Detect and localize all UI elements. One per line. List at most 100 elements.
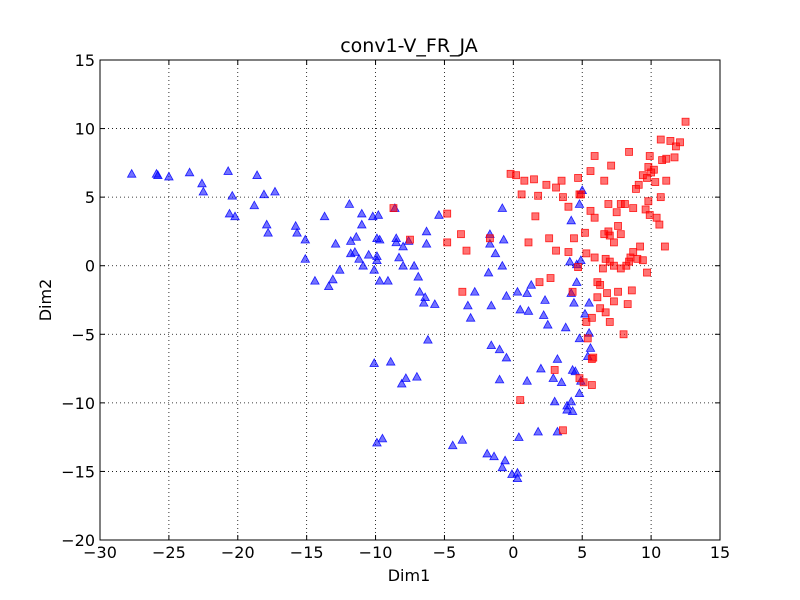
- triangle-point: [490, 248, 501, 258]
- square-point: [655, 220, 664, 229]
- triangle-point: [323, 281, 334, 291]
- triangle-point: [562, 404, 572, 414]
- square-point: [587, 313, 596, 322]
- square-point: [629, 248, 638, 256]
- triangle-point: [497, 260, 508, 270]
- triangle-point: [184, 167, 195, 177]
- square-point: [570, 234, 578, 243]
- square-point: [656, 193, 665, 202]
- square-point: [575, 190, 584, 199]
- square-point: [627, 286, 636, 295]
- square-point: [676, 138, 684, 147]
- square-point: [443, 209, 452, 218]
- triangle-point: [363, 249, 374, 259]
- triangle-point: [327, 274, 338, 284]
- triangle-point: [567, 406, 578, 415]
- triangle-point: [485, 238, 495, 248]
- square-point: [625, 147, 633, 156]
- triangle-point: [526, 279, 537, 289]
- triangle-point: [522, 375, 532, 385]
- square-point: [583, 334, 592, 343]
- x-tick-label: −5: [433, 543, 457, 562]
- square-point: [636, 242, 644, 251]
- triangle-point: [377, 433, 388, 443]
- triangle-point: [358, 260, 369, 270]
- triangle-point: [413, 271, 424, 281]
- triangle-point: [552, 353, 563, 363]
- triangle-point: [512, 473, 523, 483]
- triangle-point: [354, 253, 364, 263]
- square-point: [598, 264, 607, 273]
- square-point: [670, 153, 679, 162]
- grid-lines: [99, 59, 721, 541]
- square-point: [524, 238, 533, 247]
- y-tick-label: 0: [85, 257, 95, 276]
- square-point: [610, 297, 618, 306]
- triangle-point: [409, 260, 420, 270]
- square-point: [559, 426, 567, 435]
- triangle-point: [292, 227, 302, 237]
- triangle-point: [261, 219, 272, 229]
- square-point: [641, 205, 650, 214]
- triangle-point: [223, 166, 234, 175]
- square-point: [579, 378, 588, 387]
- triangle-point: [486, 300, 497, 310]
- square-point: [389, 204, 398, 213]
- triangle-point: [374, 275, 385, 285]
- square-point: [457, 230, 465, 239]
- square-point: [645, 152, 654, 160]
- triangle-point: [418, 297, 429, 307]
- triangle-point: [571, 277, 582, 286]
- y-axis-label: Dim2: [36, 279, 55, 322]
- triangle-point: [351, 231, 362, 241]
- data-points: [126, 117, 690, 483]
- square-point: [647, 168, 656, 177]
- square-point: [634, 180, 643, 189]
- square-point: [652, 213, 661, 222]
- square-point: [662, 176, 671, 185]
- square-point: [604, 200, 613, 208]
- axis-ticks: −30 −25 −20 −15 −10 −5 0 5 10 15 −20 −15 −10 −5 0 5 10 15: [61, 51, 730, 562]
- triangle-point: [391, 237, 402, 247]
- triangle-point: [197, 178, 207, 188]
- triangle-point: [263, 227, 273, 237]
- chart-title: conv1-V_FR_JA: [340, 35, 478, 57]
- triangle-point: [574, 333, 585, 343]
- square-point: [621, 200, 629, 208]
- triangle-point: [549, 396, 560, 406]
- triangle-point: [494, 374, 505, 384]
- triangle-point: [434, 209, 444, 219]
- square-point: [531, 212, 540, 221]
- square-point: [666, 137, 675, 145]
- square-point: [486, 234, 494, 243]
- square-point: [535, 278, 544, 287]
- triangle-point: [512, 286, 523, 296]
- square-point: [610, 238, 618, 247]
- triangle-point: [489, 451, 499, 461]
- square-point: [587, 381, 596, 389]
- square-point: [557, 176, 566, 185]
- square-point: [643, 268, 651, 277]
- x-tick-label: 10: [641, 543, 661, 562]
- triangle-point: [533, 426, 544, 436]
- triangle-point: [566, 396, 577, 406]
- x-tick-label: −30: [83, 543, 117, 562]
- y-tick-label: 10: [75, 120, 95, 139]
- square-point: [516, 396, 525, 405]
- triangle-point: [152, 170, 163, 179]
- triangle-point: [501, 352, 512, 362]
- square-point: [656, 135, 665, 144]
- square-point: [517, 190, 526, 199]
- triangle-point: [126, 168, 137, 178]
- triangle-point: [462, 300, 473, 310]
- square-point: [552, 246, 560, 255]
- triangle-point: [513, 432, 524, 441]
- triangle-point: [400, 373, 411, 382]
- triangle-point: [486, 340, 497, 350]
- square-point: [614, 222, 622, 230]
- triangle-point: [373, 209, 384, 219]
- triangle-point: [300, 253, 311, 263]
- triangle-point: [252, 170, 262, 179]
- triangle-point: [522, 288, 532, 297]
- triangle-point: [483, 267, 494, 277]
